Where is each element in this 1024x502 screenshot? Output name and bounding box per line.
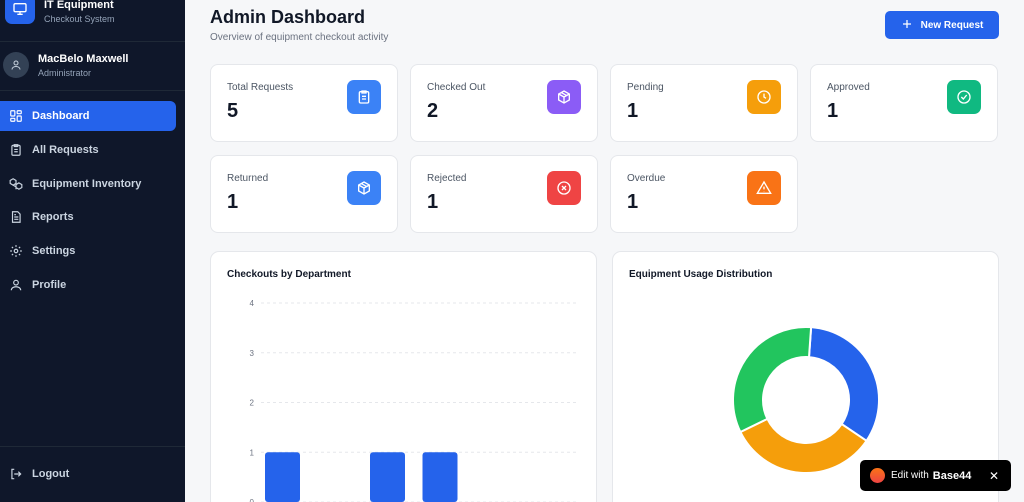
gear-icon bbox=[8, 243, 24, 259]
y-tick-label: 3 bbox=[250, 349, 255, 358]
department-chart-panel: Checkouts by Department 0 1 2 3 4 bbox=[210, 251, 597, 502]
stat-value: 1 bbox=[827, 100, 839, 122]
close-icon[interactable]: ✕ bbox=[988, 468, 999, 483]
stat-card-overdue: Overdue 1 bbox=[610, 155, 798, 233]
clipboard-icon bbox=[8, 142, 24, 158]
user-icon bbox=[8, 277, 24, 293]
stat-card-total-requests: Total Requests 5 bbox=[210, 64, 398, 142]
department-chart-title: Checkouts by Department bbox=[227, 269, 351, 280]
stat-value: 5 bbox=[227, 100, 239, 122]
page-subtitle: Overview of equipment checkout activity bbox=[210, 32, 389, 43]
clipboard-icon bbox=[347, 80, 381, 114]
badge-brand: Base44 bbox=[932, 469, 972, 482]
app-subtitle: Checkout System bbox=[44, 14, 115, 24]
sidebar-item-profile[interactable]: Profile bbox=[0, 270, 176, 300]
logout-label: Logout bbox=[32, 468, 70, 480]
x-circle-icon bbox=[547, 171, 581, 205]
user-role: Administrator bbox=[38, 68, 92, 78]
document-icon bbox=[8, 209, 24, 225]
stat-label: Pending bbox=[627, 82, 664, 93]
stat-value: 1 bbox=[627, 191, 639, 213]
donut-slice bbox=[732, 326, 813, 434]
grid-icon bbox=[8, 108, 24, 124]
stat-card-pending: Pending 1 bbox=[610, 64, 798, 142]
monitor-icon bbox=[5, 0, 35, 24]
sidebar-item-label: Reports bbox=[32, 211, 74, 223]
stat-card-approved: Approved 1 bbox=[810, 64, 998, 142]
bar bbox=[265, 452, 300, 502]
donut-slice bbox=[807, 326, 880, 443]
stat-label: Approved bbox=[827, 82, 870, 93]
package-icon bbox=[347, 171, 381, 205]
sidebar-item-label: All Requests bbox=[32, 144, 99, 156]
package-icon bbox=[547, 80, 581, 114]
badge-text: Edit with bbox=[891, 470, 929, 481]
edit-with-base44-badge[interactable]: Edit with Base44 ✕ bbox=[860, 460, 1011, 491]
user-name: MacBelo Maxwell bbox=[38, 53, 129, 65]
stat-value: 2 bbox=[427, 100, 439, 122]
bar bbox=[370, 452, 405, 502]
stat-label: Returned bbox=[227, 173, 269, 184]
sidebar-divider bbox=[0, 446, 185, 447]
stat-label: Checked Out bbox=[427, 82, 486, 93]
new-request-label: New Request bbox=[920, 19, 984, 31]
sidebar-item-settings[interactable]: Settings bbox=[0, 236, 176, 266]
sidebar-item-reports[interactable]: Reports bbox=[0, 202, 176, 232]
sidebar-item-label: Equipment Inventory bbox=[32, 178, 142, 190]
check-circle-icon bbox=[947, 80, 981, 114]
page-title: Admin Dashboard bbox=[210, 7, 366, 27]
sidebar-item-all-requests[interactable]: All Requests bbox=[0, 135, 176, 165]
logout-icon bbox=[8, 466, 24, 482]
y-tick-label: 4 bbox=[250, 299, 255, 308]
stat-value: 1 bbox=[627, 100, 639, 122]
logout-button[interactable]: Logout bbox=[0, 459, 176, 489]
y-tick-label: 2 bbox=[250, 399, 255, 408]
stat-card-rejected: Rejected 1 bbox=[410, 155, 598, 233]
app-title: IT Equipment bbox=[44, 0, 114, 11]
usage-donut-chart bbox=[732, 326, 880, 474]
alert-triangle-icon bbox=[747, 171, 781, 205]
sidebar-item-equipment-inventory[interactable]: Equipment Inventory bbox=[0, 169, 176, 199]
department-bar-chart: 0 1 2 3 4 bbox=[250, 299, 576, 502]
user-profile: MacBelo Maxwell Administrator bbox=[0, 43, 185, 91]
base44-logo-icon bbox=[870, 468, 885, 483]
sidebar-item-label: Settings bbox=[32, 245, 76, 257]
y-tick-label: 0 bbox=[250, 498, 255, 502]
donut-slice bbox=[739, 417, 868, 474]
user-icon bbox=[3, 52, 29, 78]
usage-chart-title: Equipment Usage Distribution bbox=[629, 269, 773, 280]
sidebar-item-label: Dashboard bbox=[32, 110, 90, 122]
stat-label: Overdue bbox=[627, 173, 666, 184]
boxes-icon bbox=[8, 176, 24, 192]
main-content: Admin Dashboard Overview of equipment ch… bbox=[185, 0, 1024, 502]
sidebar-item-label: Profile bbox=[32, 279, 67, 291]
stat-value: 1 bbox=[427, 191, 439, 213]
stat-label: Total Requests bbox=[227, 82, 294, 93]
sidebar: IT Equipment Checkout System MacBelo Max… bbox=[0, 0, 185, 502]
stat-card-checked-out: Checked Out 2 bbox=[410, 64, 598, 142]
bar bbox=[422, 452, 458, 502]
stat-value: 1 bbox=[227, 191, 239, 213]
y-tick-label: 1 bbox=[250, 448, 255, 457]
plus-icon bbox=[901, 18, 913, 33]
stat-card-returned: Returned 1 bbox=[210, 155, 398, 233]
sidebar-item-dashboard[interactable]: Dashboard bbox=[0, 101, 176, 131]
stat-label: Rejected bbox=[427, 173, 467, 184]
new-request-button[interactable]: New Request bbox=[885, 11, 999, 39]
brand: IT Equipment Checkout System bbox=[0, 0, 185, 42]
clock-icon bbox=[747, 80, 781, 114]
